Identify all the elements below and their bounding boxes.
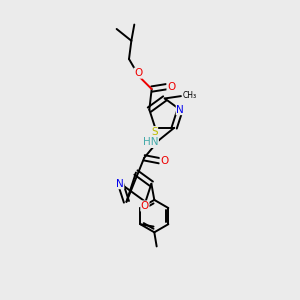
- Text: O: O: [167, 82, 175, 92]
- Text: CH₃: CH₃: [182, 91, 197, 100]
- Text: N: N: [176, 105, 184, 115]
- Text: N: N: [116, 179, 124, 189]
- Text: O: O: [141, 201, 149, 211]
- Text: HN: HN: [143, 137, 158, 148]
- Text: O: O: [160, 156, 168, 166]
- Text: S: S: [151, 127, 158, 136]
- Text: O: O: [134, 68, 142, 78]
